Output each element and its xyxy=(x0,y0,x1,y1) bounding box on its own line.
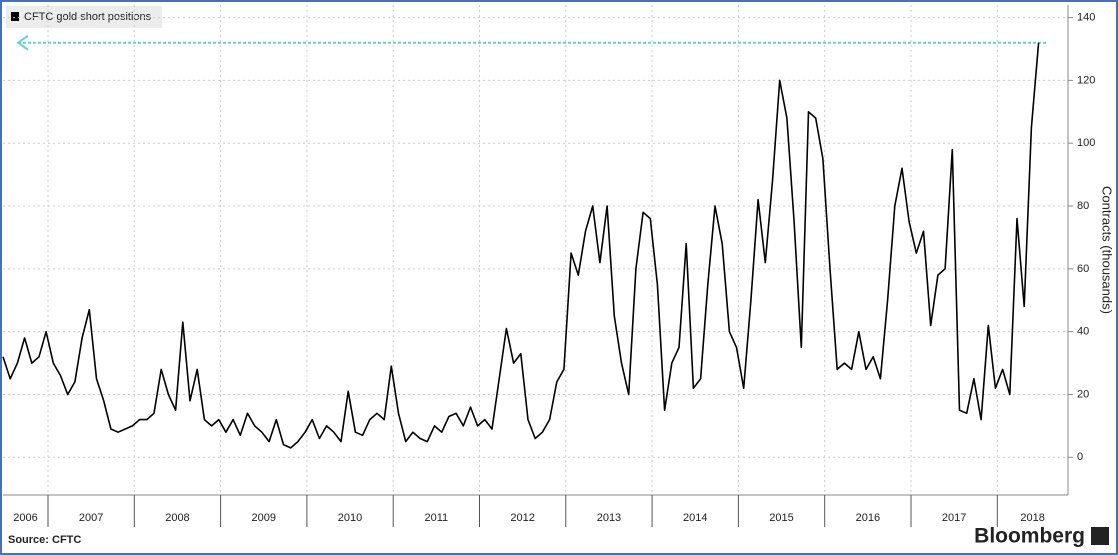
y-tick-label: 120 xyxy=(1077,74,1095,86)
y-tick-label: 100 xyxy=(1077,137,1095,149)
x-tick-label: 2007 xyxy=(79,512,103,524)
legend-swatch xyxy=(11,12,19,21)
x-tick-label: 2014 xyxy=(683,512,707,524)
y-tick-label: 0 xyxy=(1077,451,1083,463)
x-tick-label: 2006 xyxy=(13,512,37,524)
x-tick-label: 2016 xyxy=(856,512,880,524)
y-tick-label: 60 xyxy=(1077,263,1089,275)
x-tick-label: 2011 xyxy=(425,512,449,524)
legend-label: CFTC gold short positions xyxy=(24,11,152,23)
y-tick-label: 40 xyxy=(1077,326,1089,338)
x-tick-label: 2015 xyxy=(769,512,793,524)
y-axis-label: Contracts (thousands) xyxy=(1100,186,1115,314)
x-tick-label: 2018 xyxy=(1020,512,1044,524)
x-tick-label: 2013 xyxy=(597,512,621,524)
data-line xyxy=(2,42,1040,449)
x-tick-label: 2008 xyxy=(165,512,189,524)
x-tick-label: 2010 xyxy=(338,512,362,524)
x-tick-label: 2017 xyxy=(942,512,966,524)
legend-box xyxy=(6,6,162,28)
y-tick-label: 140 xyxy=(1077,11,1095,23)
y-tick-label: 80 xyxy=(1077,200,1089,212)
source: Source: CFTC xyxy=(8,534,81,546)
reference-arrow xyxy=(16,34,29,51)
brand-icon xyxy=(1091,527,1109,545)
y-tick-label: 20 xyxy=(1077,388,1089,400)
x-tick-label: 2009 xyxy=(252,512,276,524)
brand: Bloomberg xyxy=(974,525,1085,548)
x-tick-label: 2012 xyxy=(510,512,534,524)
